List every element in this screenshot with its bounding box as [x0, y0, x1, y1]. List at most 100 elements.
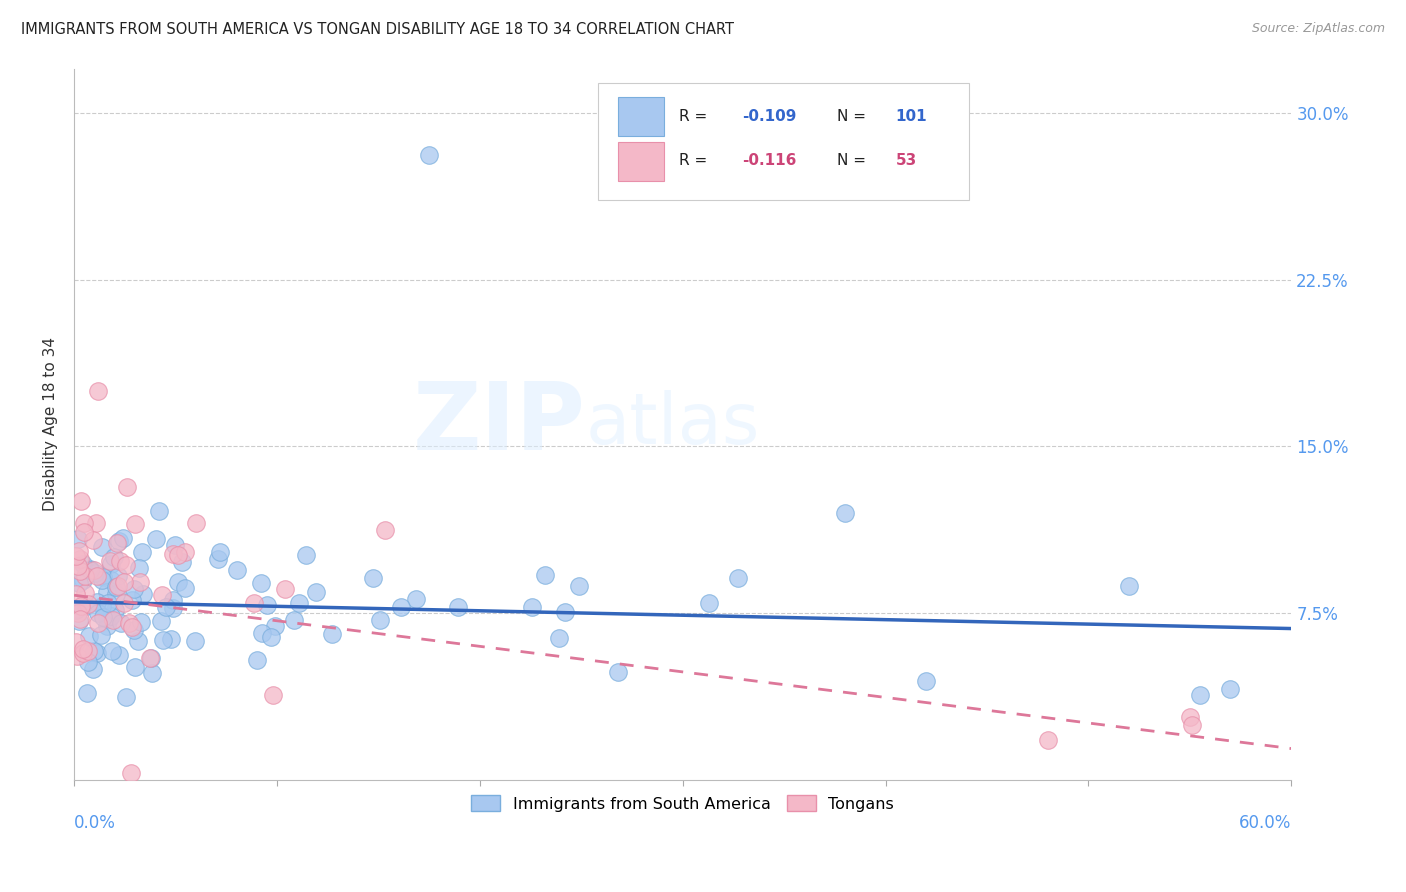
- Point: [72, 646, 94, 660]
- Point: [148, 504, 170, 518]
- Point: [226, 563, 249, 577]
- Point: [256, 598, 278, 612]
- Point: [111, 532, 134, 546]
- Point: [96, 611, 118, 625]
- Point: [66, 649, 89, 664]
- Bar: [619, 142, 665, 181]
- Point: [697, 596, 720, 610]
- Point: [249, 576, 271, 591]
- Point: [114, 690, 136, 704]
- Point: [66, 559, 89, 574]
- Point: [122, 582, 145, 596]
- Point: [245, 653, 267, 667]
- Point: [97, 596, 120, 610]
- Point: [69, 552, 91, 566]
- Point: [534, 568, 557, 582]
- Point: [87, 384, 110, 398]
- Point: [83, 566, 105, 580]
- Point: [389, 599, 412, 614]
- Point: [150, 615, 173, 629]
- Point: [77, 655, 100, 669]
- Point: [132, 587, 155, 601]
- Point: [568, 579, 591, 593]
- Point: [82, 533, 104, 548]
- Point: [86, 646, 108, 660]
- Point: [522, 599, 544, 614]
- Text: R =: R =: [679, 109, 713, 124]
- Point: [447, 599, 470, 614]
- Point: [184, 516, 207, 530]
- Point: [174, 545, 197, 559]
- Point: [122, 623, 145, 637]
- Point: [263, 619, 285, 633]
- Point: [163, 538, 186, 552]
- Point: [166, 574, 188, 589]
- Text: 101: 101: [896, 109, 928, 124]
- Point: [288, 596, 311, 610]
- Point: [91, 573, 114, 587]
- Point: [82, 662, 104, 676]
- Point: [167, 548, 190, 562]
- Point: [98, 554, 121, 568]
- Point: [70, 599, 93, 613]
- Point: [77, 597, 100, 611]
- Point: [67, 614, 90, 628]
- Legend: Immigrants from South America, Tongans: Immigrants from South America, Tongans: [465, 789, 900, 818]
- Point: [112, 596, 135, 610]
- Point: [405, 592, 427, 607]
- Point: [209, 545, 232, 559]
- Y-axis label: Disability Age 18 to 34: Disability Age 18 to 34: [44, 337, 58, 511]
- Text: N =: N =: [838, 153, 872, 169]
- Point: [67, 576, 90, 591]
- Point: [554, 606, 576, 620]
- Point: [250, 626, 273, 640]
- Point: [207, 552, 229, 566]
- Text: R =: R =: [679, 153, 713, 169]
- Point: [83, 644, 105, 658]
- Point: [1118, 579, 1140, 593]
- Point: [86, 569, 108, 583]
- Point: [283, 613, 305, 627]
- Point: [66, 607, 89, 621]
- Point: [295, 549, 318, 563]
- Point: [100, 608, 122, 623]
- Text: -0.116: -0.116: [742, 153, 797, 169]
- Point: [96, 619, 118, 633]
- Point: [87, 606, 110, 620]
- Point: [173, 581, 195, 595]
- FancyBboxPatch shape: [598, 83, 969, 200]
- Point: [65, 603, 87, 617]
- Point: [368, 613, 391, 627]
- Point: [84, 516, 107, 530]
- Point: [75, 585, 97, 599]
- Point: [105, 580, 128, 594]
- Point: [91, 609, 114, 624]
- Point: [1189, 688, 1212, 702]
- Point: [108, 554, 131, 568]
- Text: N =: N =: [838, 109, 872, 124]
- Point: [121, 592, 143, 607]
- Text: 53: 53: [896, 153, 917, 169]
- Point: [124, 517, 146, 532]
- Point: [115, 480, 138, 494]
- Point: [727, 571, 749, 585]
- Point: [131, 545, 153, 559]
- Point: [139, 651, 162, 665]
- Point: [79, 563, 101, 577]
- Point: [305, 585, 328, 599]
- Point: [101, 613, 124, 627]
- Bar: [619, 97, 665, 136]
- Point: [548, 631, 571, 645]
- Point: [67, 533, 90, 547]
- Point: [76, 686, 98, 700]
- Point: [374, 523, 396, 537]
- Point: [67, 543, 90, 558]
- Point: [100, 574, 122, 588]
- Point: [107, 569, 129, 583]
- Point: [418, 148, 440, 162]
- Point: [105, 587, 128, 601]
- Point: [124, 660, 146, 674]
- Point: [361, 571, 384, 585]
- Point: [65, 602, 87, 616]
- Point: [607, 665, 630, 680]
